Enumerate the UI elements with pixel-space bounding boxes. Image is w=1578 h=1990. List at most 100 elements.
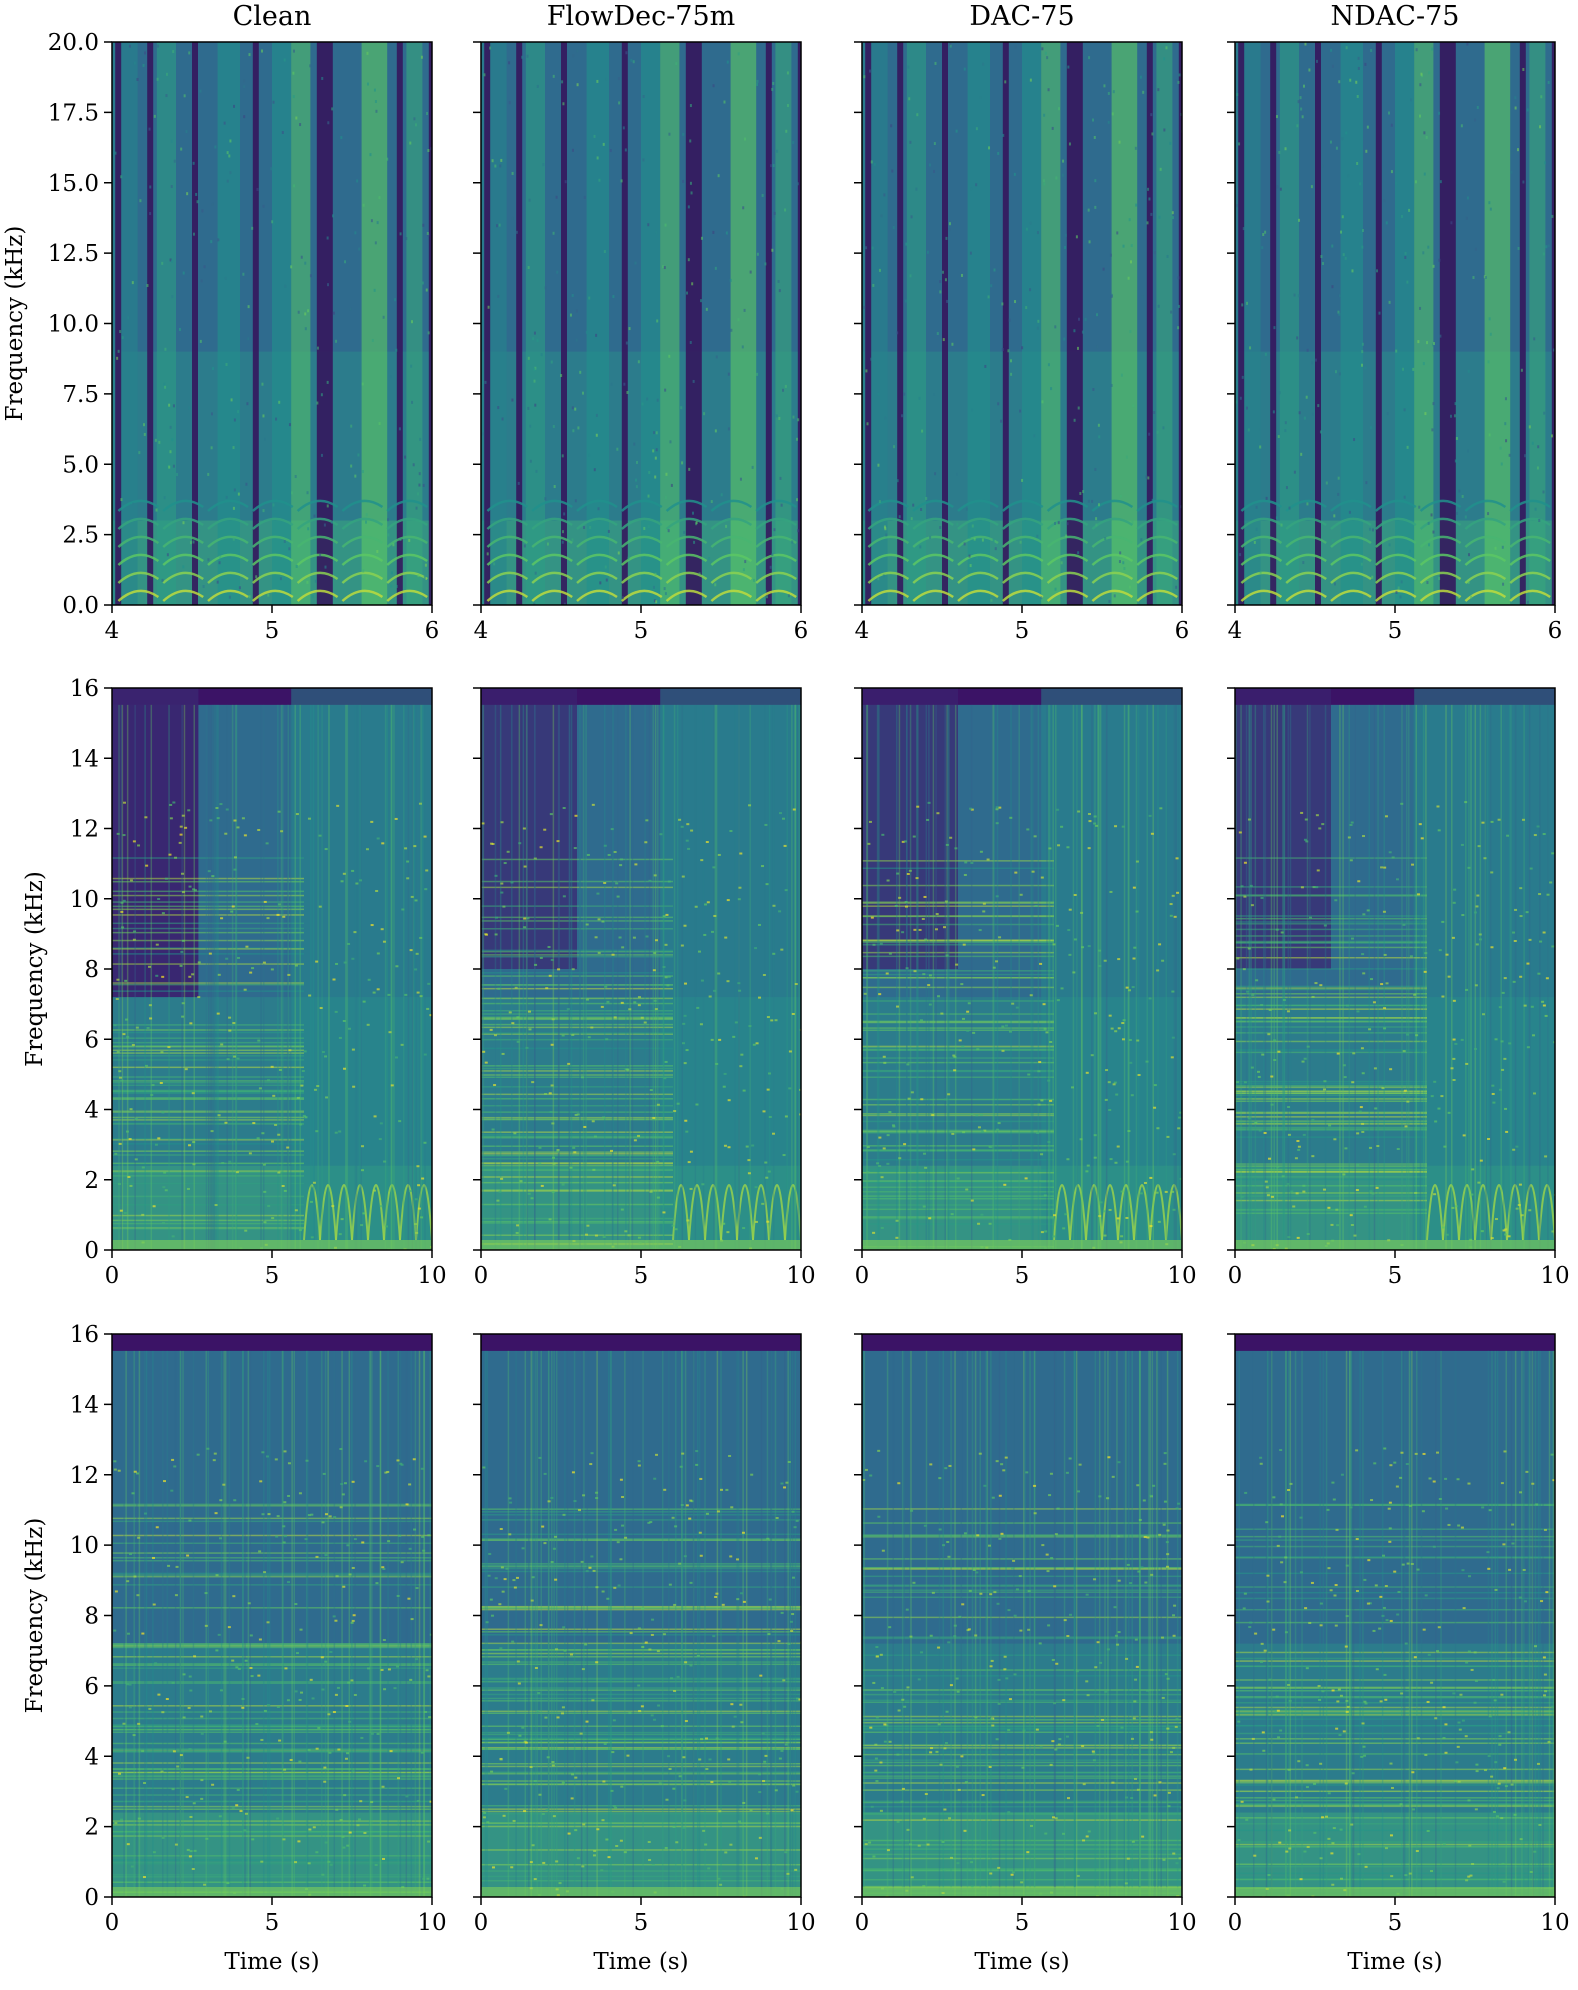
x-tick-label: 6 [425,618,440,644]
column-title-1: FlowDec-75m [547,1,736,32]
y-tick-label: 8 [84,1604,99,1630]
panel-r0-c2: 4 5 6 [854,41,1190,644]
column-title-3: NDAC-75 [1331,1,1460,32]
x-tick-label: 0 [855,1263,870,1289]
y-tick-label: 0 [84,1885,99,1911]
x-tick-label: 10 [1540,1263,1569,1289]
spectrogram-image [862,42,1182,605]
x-tick-label: 10 [786,1263,815,1289]
y-tick-label: 0.0 [62,593,99,619]
x-tick-label: 10 [786,1910,815,1936]
column-titles: Clean FlowDec-75m DAC-75 NDAC-75 [233,1,1460,32]
y-tick-label: 16 [70,1322,99,1348]
x-axis-label: Time (s) [593,1949,688,1975]
spectrogram-image [1235,42,1555,605]
y-tick-label: 10 [70,887,99,913]
spectrogram-image [112,1334,432,1897]
x-tick-label: 4 [855,618,870,644]
panel-r0-c1: 4 5 6 [473,41,809,644]
x-tick-label: 5 [1015,1910,1030,1936]
x-tick-label: 4 [105,618,120,644]
y-tick-label: 4 [84,1744,99,1770]
y-tick-label: 10.0 [48,312,99,338]
spectrogram-image [862,1334,1182,1897]
x-tick-label: 6 [1175,618,1190,644]
x-axis-label: Time (s) [224,1949,319,1975]
x-tick-label: 5 [1015,1263,1030,1289]
y-tick-label: 12 [70,817,99,843]
column-title-2: DAC-75 [969,1,1074,32]
panel-r1-c3: 0 5 10 [1227,687,1570,1289]
x-tick-label: 0 [105,1263,120,1289]
x-tick-label: 5 [1388,1263,1403,1289]
y-tick-label: 6 [84,1674,99,1700]
panel-r0-c0: 4 5 6 0.0 2.5 5.0 7.5 10.0 12.5 15.0 17.5 20.0 Frequ… [2,30,439,644]
x-axis-label: Time (s) [1347,1949,1442,1975]
spectrogram-image [1235,688,1555,1250]
y-tick-label: 2.5 [62,523,99,549]
x-tick-label: 4 [1228,618,1243,644]
y-tick-label: 7.5 [62,382,99,408]
panel-r2-c2: 0 5 10 Time (s) [854,1333,1197,1975]
y-tick-label: 16 [70,676,99,702]
x-tick-label: 5 [1388,618,1403,644]
y-axis-label: Frequency (kHz) [22,871,48,1067]
x-tick-label: 10 [417,1910,446,1936]
panel-r1-c1: 0 5 10 [473,687,816,1289]
y-tick-label: 2 [84,1168,99,1194]
spectrogram-image [112,42,432,605]
y-tick-label: 10 [70,1533,99,1559]
x-tick-label: 5 [634,1910,649,1936]
y-tick-label: 4 [84,1098,99,1124]
y-tick-label: 15.0 [48,171,99,197]
x-tick-label: 5 [634,1263,649,1289]
y-tick-label: 20.0 [48,30,99,56]
x-tick-label: 10 [417,1263,446,1289]
spectrogram-image [481,1334,801,1897]
y-tick-label: 6 [84,1027,99,1053]
y-tick-label: 12.5 [48,241,99,267]
x-tick-label: 6 [794,618,809,644]
y-axis-label: Frequency (kHz) [2,226,28,422]
x-tick-label: 5 [265,1910,280,1936]
x-tick-label: 0 [474,1910,489,1936]
panel-r2-c3: 0 5 10 Time (s) [1227,1333,1570,1975]
x-tick-label: 5 [1388,1910,1403,1936]
x-tick-label: 0 [474,1263,489,1289]
panel-r1-c2: 0 5 10 [854,687,1197,1289]
x-tick-label: 10 [1167,1263,1196,1289]
y-tick-label: 14 [70,746,99,772]
y-tick-label: 17.5 [48,100,99,126]
spectrogram-image [112,688,432,1250]
x-tick-label: 4 [474,618,489,644]
y-axis-label: Frequency (kHz) [22,1518,48,1714]
y-tick-label: 8 [84,957,99,983]
panel-r1-c0: 0 5 10 0 2 4 6 8 10 12 14 16 Frequency (kHz) [22,676,447,1289]
x-tick-label: 5 [1015,618,1030,644]
y-tick-label: 14 [70,1392,99,1418]
y-tick-label: 12 [70,1463,99,1489]
x-tick-label: 6 [1548,618,1563,644]
x-tick-label: 0 [855,1910,870,1936]
column-title-0: Clean [233,1,312,32]
spectrogram-image [481,688,801,1250]
x-tick-label: 0 [1228,1263,1243,1289]
x-tick-label: 10 [1167,1910,1196,1936]
panel-r2-c0: 0 5 10 0 2 4 6 8 10 12 14 16 Frequency (kHz) Time (s) [22,1322,447,1975]
x-tick-label: 5 [265,618,280,644]
spectrogram-image [481,42,801,605]
panels: 4 5 6 0.0 2.5 5.0 7.5 10.0 12.5 15.0 17.5 20.0 Frequ… [2,30,1570,1975]
y-tick-label: 2 [84,1815,99,1841]
x-axis-label: Time (s) [974,1949,1069,1975]
x-tick-label: 0 [1228,1910,1243,1936]
spectrogram-image [1235,1334,1555,1897]
x-tick-label: 5 [634,618,649,644]
panel-r2-c1: 0 5 10 Time (s) [473,1333,816,1975]
panel-r0-c3: 4 5 6 [1227,41,1563,644]
x-tick-label: 10 [1540,1910,1569,1936]
x-tick-label: 5 [265,1263,280,1289]
x-tick-label: 0 [105,1910,120,1936]
y-tick-label: 5.0 [62,452,99,478]
y-tick-label: 0 [84,1238,99,1264]
